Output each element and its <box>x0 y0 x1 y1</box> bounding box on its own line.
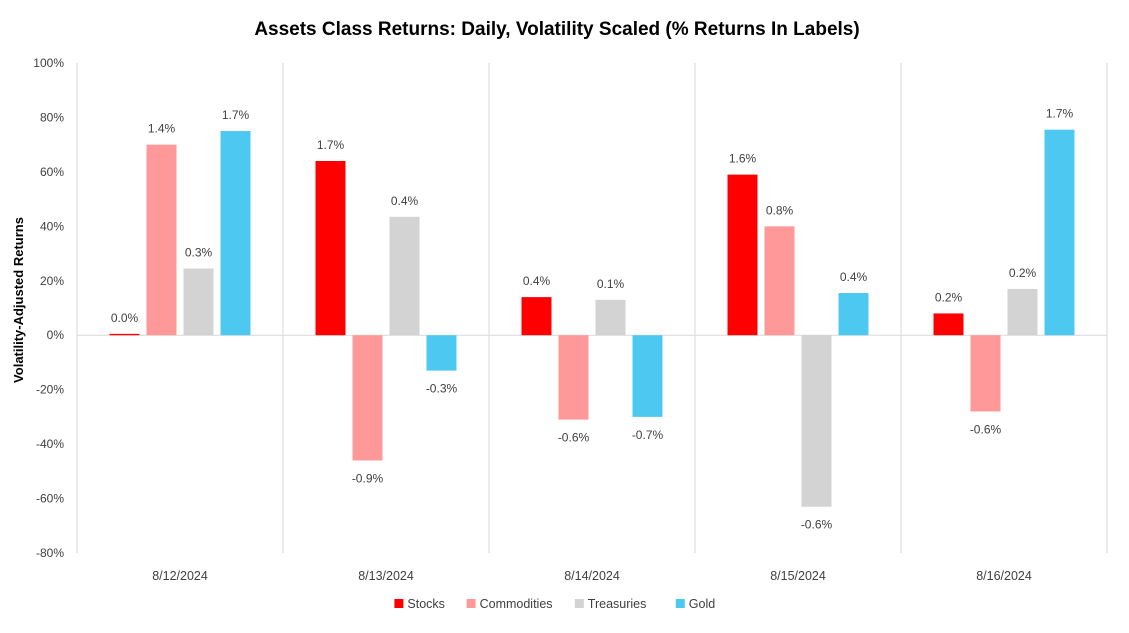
data-label-treasuries: 0.1% <box>597 277 625 291</box>
data-label-gold: 1.7% <box>1046 107 1074 121</box>
y-tick-label: 100% <box>33 56 64 70</box>
data-label-stocks: 1.6% <box>729 152 757 166</box>
bar-stocks <box>315 161 346 336</box>
bar-treasuries <box>595 299 626 336</box>
data-label-commodities: -0.6% <box>970 422 1002 436</box>
legend-swatch <box>394 599 404 608</box>
data-label-stocks: 0.0% <box>111 311 139 325</box>
bar-commodities <box>558 335 589 420</box>
bar-commodities <box>146 144 177 336</box>
legend-label: Stocks <box>407 597 445 611</box>
bar-stocks <box>521 297 552 336</box>
bar-treasuries <box>801 335 832 507</box>
legend-label: Treasuries <box>588 597 647 611</box>
data-label-treasuries: 0.2% <box>1009 266 1037 280</box>
y-tick-label: 40% <box>40 219 64 233</box>
legend-item-gold: Gold <box>675 597 715 611</box>
data-label-treasuries: -0.6% <box>801 518 833 532</box>
bars <box>109 129 1075 507</box>
data-label-gold: 0.4% <box>840 270 868 284</box>
data-label-stocks: 0.2% <box>935 290 963 304</box>
x-tick-label: 8/13/2024 <box>358 569 414 583</box>
bar-commodities <box>764 226 795 336</box>
data-label-stocks: 1.7% <box>317 138 345 152</box>
bar-gold <box>1044 129 1075 336</box>
legend-label: Gold <box>689 597 715 611</box>
bar-treasuries <box>1007 288 1038 336</box>
bar-stocks <box>933 313 964 336</box>
bar-gold <box>838 293 869 336</box>
data-label-commodities: -0.9% <box>352 471 384 485</box>
bar-treasuries <box>389 216 420 336</box>
data-label-commodities: 1.4% <box>148 122 176 136</box>
category-separators <box>76 63 1108 553</box>
legend-swatch <box>466 599 476 608</box>
legend: Stocks Commodities Treasuries Gold <box>394 597 715 611</box>
data-label-stocks: 0.4% <box>523 274 551 288</box>
bar-gold <box>220 131 251 336</box>
bar-gold <box>632 335 663 417</box>
y-axis-ticks: 100% 80% 60% 40% 20% 0% -20% -40% -60% -80% <box>33 56 64 560</box>
x-tick-label: 8/16/2024 <box>976 569 1032 583</box>
bar-stocks <box>109 333 140 336</box>
y-tick-label: -20% <box>36 383 64 397</box>
y-tick-label: 60% <box>40 165 64 179</box>
legend-swatch <box>675 599 685 608</box>
legend-swatch <box>574 599 584 608</box>
bar-gold <box>426 335 457 371</box>
y-axis-label: Volatility-Adjusted Returns <box>11 217 26 383</box>
data-label-gold: -0.3% <box>426 382 458 396</box>
legend-item-treasuries: Treasuries <box>574 597 647 611</box>
data-label-treasuries: 0.4% <box>391 194 419 208</box>
data-label-gold: 1.7% <box>222 108 250 122</box>
x-tick-label: 8/12/2024 <box>152 569 208 583</box>
x-tick-label: 8/15/2024 <box>770 569 826 583</box>
legend-item-stocks: Stocks <box>394 597 445 611</box>
bar-commodities <box>352 335 383 461</box>
chart-title: Assets Class Returns: Daily, Volatility … <box>254 19 859 40</box>
legend-item-commodities: Commodities <box>466 597 553 611</box>
bar-stocks <box>727 174 758 336</box>
legend-label: Commodities <box>480 597 553 611</box>
data-label-commodities: 0.8% <box>766 203 794 217</box>
y-tick-label: -40% <box>36 437 64 451</box>
x-axis-categories: 8/12/2024 8/13/2024 8/14/2024 8/15/2024 8/16… <box>152 569 1032 583</box>
y-tick-label: -60% <box>36 492 64 506</box>
y-tick-label: 20% <box>40 274 64 288</box>
y-tick-label: 0% <box>47 328 65 342</box>
x-tick-label: 8/14/2024 <box>564 569 620 583</box>
bar-treasuries <box>183 268 214 336</box>
bar-commodities <box>970 335 1001 412</box>
data-label-treasuries: 0.3% <box>185 246 213 260</box>
data-label-gold: -0.7% <box>632 428 664 442</box>
y-tick-label: 80% <box>40 110 64 124</box>
data-labels: 0.0% 1.4% 0.3% 1.7% 1.7% -0.9% 0.4% -0.3% 0.4% -0… <box>111 107 1074 532</box>
y-tick-label: -80% <box>36 546 64 560</box>
data-label-commodities: -0.6% <box>558 431 590 445</box>
